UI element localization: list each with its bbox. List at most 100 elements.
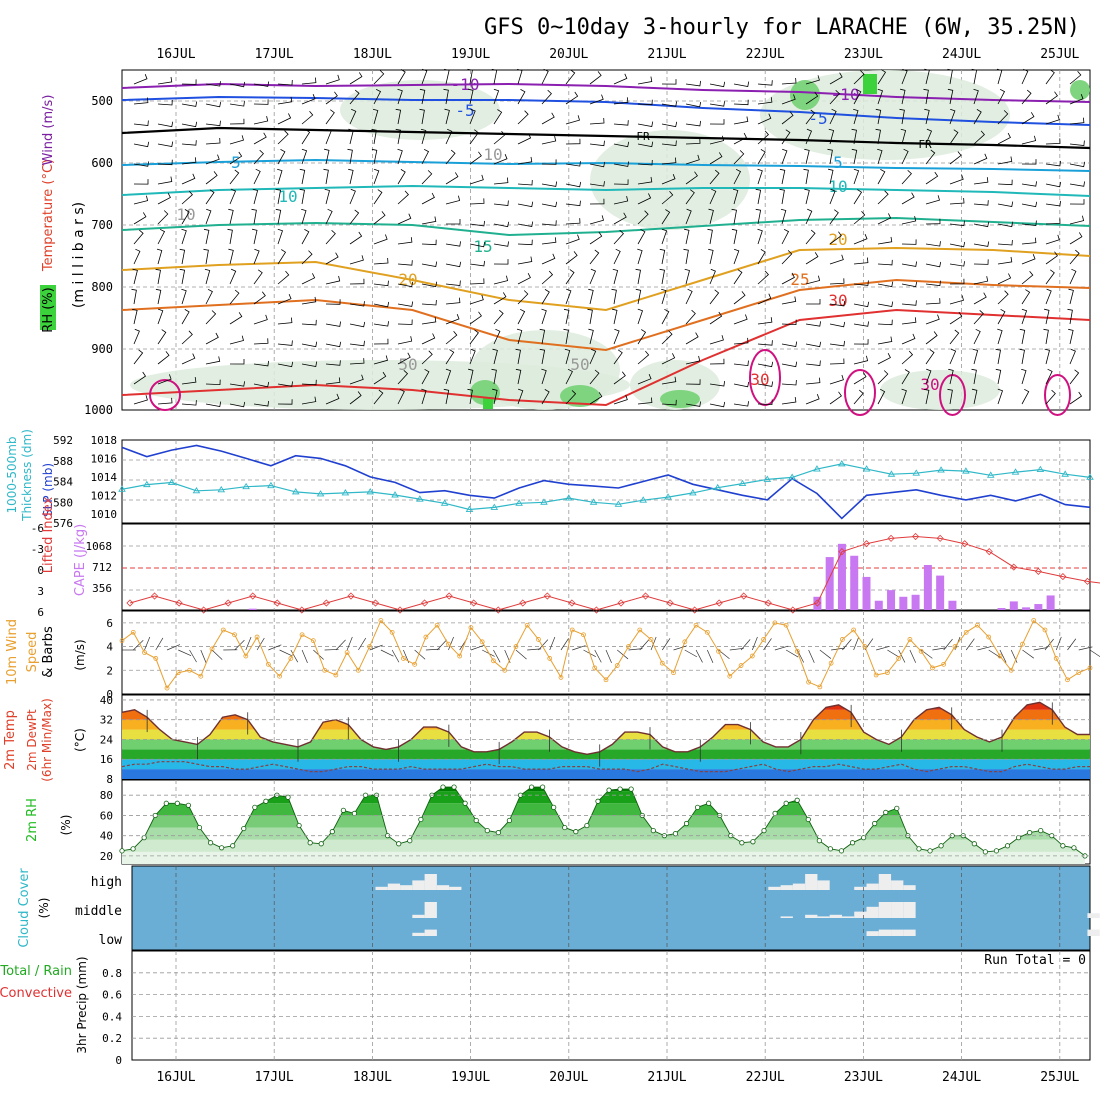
wind-barb bbox=[275, 208, 282, 225]
thickness-tick: 580 bbox=[53, 496, 73, 509]
date-label-bottom: 19JUL bbox=[451, 1070, 490, 1085]
isotherm bbox=[121, 278, 1091, 352]
wind-barb bbox=[181, 353, 196, 365]
wind-barb bbox=[997, 201, 1014, 207]
wind-speed-marker bbox=[704, 629, 710, 635]
wind-barb bbox=[853, 89, 862, 105]
wind-barb bbox=[421, 388, 427, 405]
cloud-cell-middle bbox=[866, 906, 879, 918]
wind-barb bbox=[757, 168, 763, 185]
wind-barb bbox=[661, 353, 676, 365]
wind-barb bbox=[1021, 68, 1029, 85]
wind-barb bbox=[349, 231, 363, 245]
cloud-cell-middle bbox=[891, 902, 904, 918]
wind-barb bbox=[708, 208, 714, 225]
cloud-cell-high bbox=[412, 880, 425, 890]
wind-speed-marker bbox=[310, 638, 316, 644]
wind-barb bbox=[517, 308, 526, 325]
wind-barb-10m bbox=[1078, 646, 1093, 651]
wind-barb bbox=[541, 237, 557, 245]
wind-barb bbox=[1045, 218, 1061, 225]
wind-barb bbox=[157, 76, 173, 85]
wind-barb bbox=[443, 388, 450, 405]
cloud-cell-high bbox=[780, 885, 793, 890]
lifted-index-line bbox=[129, 535, 1100, 611]
wind-barb bbox=[133, 97, 149, 105]
wind-barb bbox=[301, 396, 317, 405]
wind-barb bbox=[637, 350, 650, 365]
wind-barb bbox=[301, 129, 311, 145]
lifted-marker bbox=[1083, 577, 1092, 585]
wind-speed-marker bbox=[254, 634, 260, 640]
wind-barb bbox=[277, 317, 293, 325]
wind-barb bbox=[517, 239, 533, 246]
wind-barb bbox=[397, 169, 406, 185]
rh-shading-saturated bbox=[483, 397, 493, 409]
wind-barb bbox=[733, 81, 750, 87]
wind-barb bbox=[637, 248, 643, 265]
wind-barb bbox=[973, 221, 990, 228]
wind-barb bbox=[301, 250, 313, 265]
pressure-tick-label: 700 bbox=[91, 218, 113, 232]
wind-barb bbox=[733, 269, 743, 285]
wind-barb bbox=[349, 321, 366, 328]
wind-barb-10m bbox=[144, 636, 151, 651]
wind-barb bbox=[685, 309, 696, 325]
wind-barb-10m bbox=[391, 649, 400, 663]
wind-barb-10m bbox=[1067, 638, 1077, 651]
y-axis-label-line: Lifted Index bbox=[41, 496, 56, 573]
thickness-marker bbox=[813, 465, 821, 472]
wind-barb bbox=[157, 99, 173, 106]
cloud-cell-middle bbox=[878, 902, 892, 918]
wind-barb bbox=[301, 229, 310, 245]
wind-barb-10m bbox=[560, 638, 569, 651]
thickness-marker bbox=[465, 505, 474, 512]
wind-barb-10m bbox=[572, 645, 586, 651]
rh-marker bbox=[230, 843, 236, 849]
lifted-tick: 3 bbox=[37, 585, 44, 598]
wind-barb bbox=[325, 299, 341, 305]
isotherm bbox=[121, 184, 1091, 197]
wind-barb bbox=[949, 261, 965, 267]
wind-barb bbox=[829, 254, 844, 265]
wind-barb bbox=[205, 401, 222, 407]
thickness-marker bbox=[143, 480, 151, 488]
thickness-tick: 588 bbox=[53, 455, 73, 468]
wind-barb bbox=[805, 341, 822, 348]
wind-barb bbox=[853, 210, 866, 225]
wind-barb-10m bbox=[988, 649, 1001, 658]
wind-speed-marker bbox=[569, 627, 575, 633]
wind-speed-marker bbox=[502, 667, 508, 673]
wind-barb bbox=[539, 348, 546, 365]
wind-barb bbox=[1044, 308, 1050, 325]
wind-barb bbox=[493, 275, 509, 285]
lifted-marker bbox=[862, 540, 871, 548]
cloud-cell-high bbox=[400, 885, 413, 890]
wind-barb bbox=[181, 228, 187, 245]
wind-barb bbox=[252, 228, 258, 245]
wind-barb bbox=[1069, 94, 1084, 105]
cape-bar bbox=[899, 596, 908, 610]
precip-tick: 0.8 bbox=[102, 967, 122, 980]
wind-barb bbox=[733, 116, 749, 125]
wind-barb bbox=[469, 241, 486, 248]
y-axis-label-line: Wind (m/s) bbox=[41, 95, 56, 166]
rh-marker bbox=[883, 809, 889, 815]
rh-marker bbox=[971, 841, 977, 847]
wind-barb bbox=[253, 248, 260, 265]
wind-barb bbox=[205, 379, 221, 386]
wind-barb bbox=[301, 296, 317, 305]
wind-barb bbox=[517, 133, 532, 145]
wind-barb-10m bbox=[977, 646, 992, 651]
wind-barb bbox=[1044, 348, 1050, 365]
wind-barb bbox=[851, 148, 858, 165]
lifted-marker bbox=[789, 606, 797, 614]
upper-air-labels: RH (%) Temperature (°C)Wind (m/s) bbox=[40, 95, 56, 333]
wind-barb bbox=[1069, 391, 1083, 405]
wind-speed-marker bbox=[817, 684, 823, 690]
wind-barb bbox=[469, 174, 484, 185]
wind-barb bbox=[709, 381, 725, 387]
wind-barb bbox=[277, 79, 293, 86]
wind-barb-10m bbox=[1044, 638, 1054, 651]
wind-barb bbox=[469, 198, 485, 205]
